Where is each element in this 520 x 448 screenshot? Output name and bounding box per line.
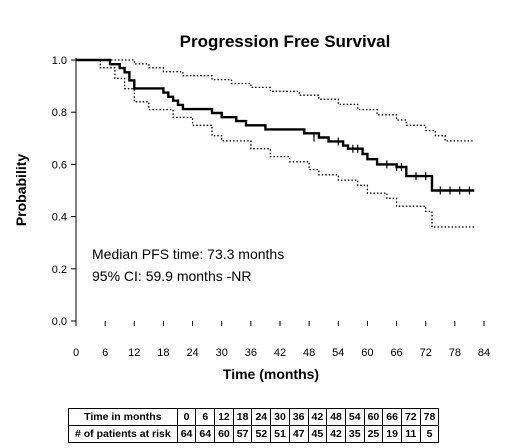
y-tick-label: 0.4 — [52, 212, 67, 224]
at-risk-cell: 42 — [326, 425, 346, 443]
x-tick-label: 18 — [157, 347, 169, 359]
x-tick-label: 0 — [73, 347, 79, 359]
at-risk-cell: 60 — [214, 425, 234, 443]
x-tick-label: 6 — [102, 347, 108, 359]
at-risk-cell: 5 — [419, 425, 440, 443]
y-tick-label: 0.8 — [52, 107, 67, 119]
y-axis: 0.0 0.2 0.4 0.6 0.8 1.0 — [52, 55, 77, 328]
at-risk-cell: 47 — [288, 425, 309, 443]
at-risk-cell: 64 — [176, 425, 197, 443]
time-cell: 0 — [176, 408, 197, 426]
time-cell: 78 — [419, 408, 440, 426]
time-cell: 18 — [232, 408, 253, 426]
y-tick-label: 0.2 — [52, 264, 67, 276]
at-risk-cell: 64 — [195, 425, 216, 443]
x-tick-label: 42 — [274, 347, 286, 359]
y-tick-label: 1.0 — [52, 55, 67, 67]
time-cell: 30 — [270, 408, 290, 426]
at-risk-cell: 51 — [270, 425, 290, 443]
time-cell: 24 — [251, 408, 272, 426]
x-tick-label: 12 — [128, 347, 140, 359]
x-tick-label: 30 — [216, 347, 228, 359]
median-annotation: Median PFS time: 73.3 months — [92, 246, 284, 262]
time-cell: 36 — [288, 408, 309, 426]
time-cell: 12 — [214, 408, 234, 426]
x-tick-label: 48 — [303, 347, 315, 359]
x-tick-label: 84 — [478, 347, 490, 359]
time-cell: 48 — [326, 408, 346, 426]
y-axis-title: Probability — [13, 154, 29, 227]
y-tick-label: 0.6 — [52, 159, 67, 171]
time-cell: 60 — [363, 408, 384, 426]
x-tick-label: 36 — [245, 347, 257, 359]
chart-title: Progression Free Survival — [180, 32, 391, 51]
x-tick-label: 78 — [449, 347, 461, 359]
time-cell: 54 — [344, 408, 365, 426]
x-axis: 0 6 12 18 24 30 36 42 48 54 60 66 72 78 84 — [73, 321, 490, 359]
risk-table-time-header: Time in months — [68, 408, 178, 426]
at-risk-cell: 45 — [307, 425, 328, 443]
y-tick-label: 0.0 — [52, 316, 67, 328]
x-axis-title: Time (months) — [223, 366, 319, 382]
at-risk-cell: 25 — [363, 425, 384, 443]
x-tick-label: 72 — [420, 347, 432, 359]
risk-table-at-risk-row: # of patients at risk 64 64 60 57 52 51 … — [68, 425, 440, 443]
at-risk-cell: 52 — [251, 425, 272, 443]
risk-table-at-risk-header: # of patients at risk — [68, 425, 178, 443]
at-risk-cell: 35 — [344, 425, 365, 443]
x-tick-label: 66 — [390, 347, 402, 359]
pfs-survival-line — [76, 58, 475, 192]
x-tick-label: 60 — [361, 347, 373, 359]
x-tick-label: 24 — [186, 347, 198, 359]
ci-annotation: 95% CI: 59.9 months -NR — [92, 268, 252, 284]
risk-table-time-row: Time in months 0 6 12 18 24 30 36 42 48 … — [68, 408, 440, 426]
risk-table: Time in months 0 6 12 18 24 30 36 42 48 … — [68, 408, 440, 443]
at-risk-cell: 57 — [232, 425, 253, 443]
plot-area — [76, 58, 475, 228]
at-risk-cell: 11 — [400, 425, 421, 443]
x-tick-label: 54 — [332, 347, 344, 359]
at-risk-cell: 19 — [382, 425, 402, 443]
time-cell: 42 — [307, 408, 328, 426]
lower-ci-line — [76, 59, 475, 228]
time-cell: 72 — [400, 408, 421, 426]
time-cell: 66 — [382, 408, 402, 426]
time-cell: 6 — [195, 408, 216, 426]
